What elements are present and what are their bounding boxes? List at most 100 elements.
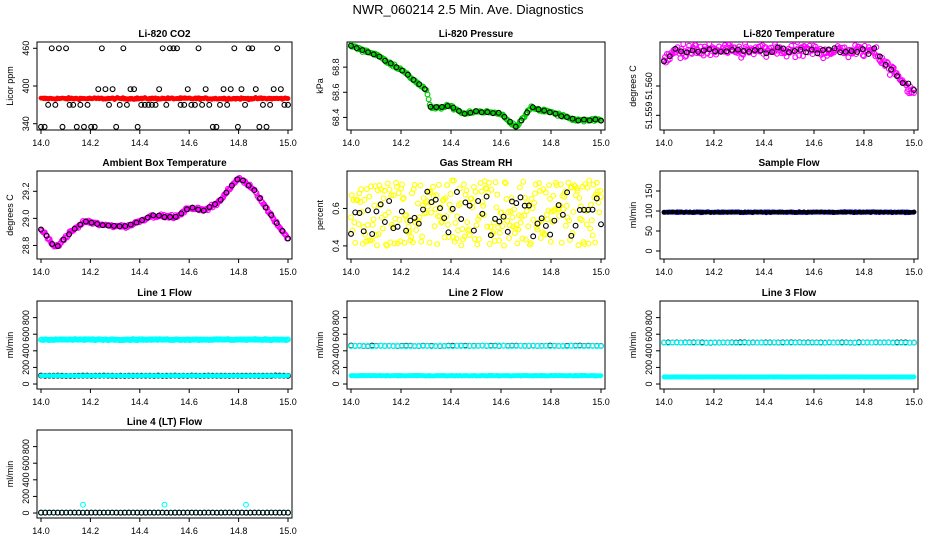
point-black <box>699 209 705 215</box>
point-black <box>227 86 234 93</box>
point-yellow <box>560 206 567 213</box>
y-tick-label: 400 <box>21 343 31 358</box>
point-yellow <box>546 182 553 189</box>
chart-panel-5: Gas Stream RH 14.0 14.2 14.4 14.6 14.8 15.0 0.4… <box>315 158 610 277</box>
page-title: NWR_060214 2.5 Min. Ave. Diagnostics <box>352 2 584 17</box>
point-cyan <box>352 342 359 349</box>
point-yellow <box>565 179 572 186</box>
point-cyan <box>161 501 168 508</box>
point-black <box>592 116 599 123</box>
point-cyan <box>830 339 837 346</box>
point-yellow <box>556 213 563 219</box>
point-black <box>38 226 44 233</box>
point-black <box>161 214 168 220</box>
y-tick-label: 200 <box>21 489 31 504</box>
y-tick-label: 200 <box>331 360 341 375</box>
point-yellow <box>361 196 368 203</box>
point-yellow <box>486 179 492 186</box>
point-yellow <box>531 190 538 197</box>
chart-title: Sample Flow <box>758 158 819 169</box>
point-black <box>881 209 887 215</box>
point-cyan <box>673 339 680 346</box>
point-yellow <box>496 237 502 244</box>
point-black <box>217 196 224 203</box>
point-black <box>495 109 502 116</box>
point-cyan <box>720 339 727 346</box>
point-black <box>226 509 233 516</box>
point-black <box>526 202 532 209</box>
point-yellow <box>452 219 459 226</box>
point-black <box>456 107 462 114</box>
point-yellow <box>434 241 441 248</box>
point-black <box>797 209 802 215</box>
point-black <box>245 45 252 52</box>
point-yellow <box>522 236 529 243</box>
point-yellow <box>461 233 468 240</box>
point-black <box>791 48 798 54</box>
point-black <box>717 48 724 55</box>
data-points <box>38 501 291 516</box>
point-black <box>255 509 262 516</box>
point-black <box>127 86 134 93</box>
point-black <box>568 232 575 239</box>
point-black <box>109 509 116 516</box>
point-black <box>517 194 524 201</box>
point-black <box>50 509 57 516</box>
point-black <box>178 210 185 217</box>
y-axis-label: degrees C <box>5 194 15 236</box>
point-cyan <box>906 339 913 346</box>
point-black <box>125 509 132 516</box>
point-black <box>256 195 263 202</box>
point-black <box>238 86 245 93</box>
point-black <box>831 45 838 52</box>
point-black <box>473 108 479 115</box>
point-black <box>256 123 263 130</box>
point-magenta <box>911 90 917 96</box>
point-black <box>251 509 258 516</box>
point-yellow <box>463 187 470 194</box>
point-cyan <box>526 342 532 349</box>
x-tick-label: 14.4 <box>131 267 149 277</box>
point-black <box>563 114 570 121</box>
point-black <box>860 209 866 215</box>
point-black <box>134 509 141 516</box>
point-black <box>184 509 191 516</box>
point-black <box>507 118 514 125</box>
point-black <box>835 209 841 215</box>
point-yellow <box>538 217 545 224</box>
point-yellow <box>501 179 508 186</box>
x-tick-label: 14.4 <box>131 138 149 148</box>
point-black <box>264 509 271 516</box>
point-yellow <box>494 191 501 198</box>
point-black <box>729 209 735 215</box>
y-tick-label: 100 <box>644 203 654 218</box>
y-tick-label: 200 <box>21 360 31 375</box>
point-cyan <box>547 343 554 350</box>
point-black <box>163 509 170 516</box>
point-black <box>763 50 770 57</box>
y-tick-label: 0.6 <box>331 202 341 215</box>
point-cyan <box>864 339 871 346</box>
point-yellow <box>547 238 554 245</box>
point-black <box>716 210 722 215</box>
point-cyan <box>411 343 418 350</box>
y-tick-label: 460 <box>21 41 31 56</box>
point-yellow <box>375 231 382 238</box>
point-yellow <box>453 235 460 242</box>
point-magenta <box>742 42 749 47</box>
point-black <box>365 49 371 56</box>
point-black <box>60 236 67 243</box>
point-black <box>127 221 134 228</box>
point-cyan <box>487 343 494 350</box>
y-tick-label: 600 <box>21 327 31 342</box>
point-cyan <box>504 343 511 350</box>
point-black <box>575 117 582 124</box>
point-black <box>771 209 777 215</box>
point-yellow <box>459 226 466 233</box>
point-black <box>458 216 465 222</box>
x-tick-label: 14.4 <box>755 267 773 277</box>
point-yellow <box>366 193 373 200</box>
point-black <box>826 209 832 215</box>
point-cyan <box>872 339 879 346</box>
point-black <box>674 209 680 215</box>
